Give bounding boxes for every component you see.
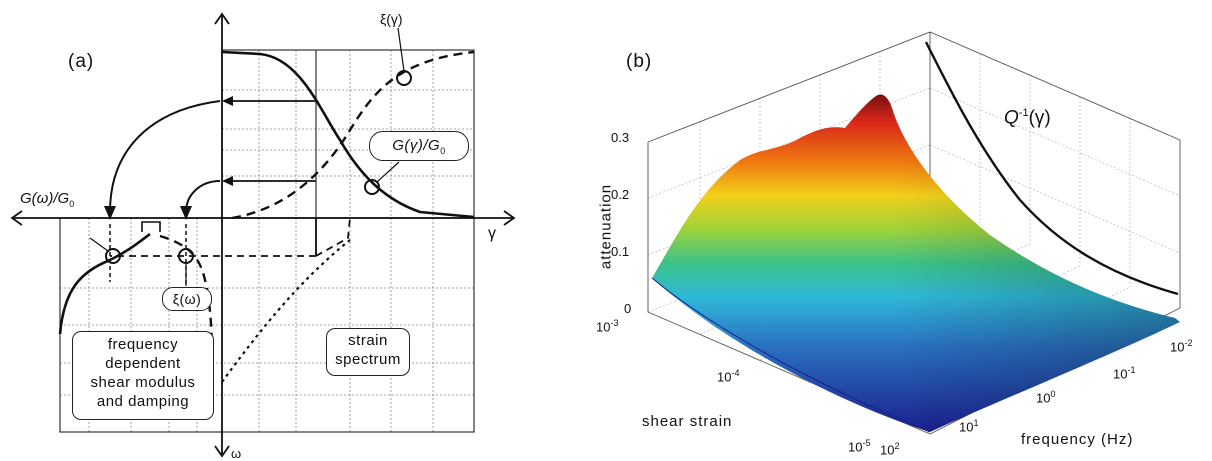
freq-box-line-2: dependent [105, 355, 181, 372]
g-omega-curve [58, 232, 151, 335]
marker-circles [105, 70, 412, 264]
freq-tick-3-exp: -1 [1127, 365, 1136, 375]
freq-tick-0-base: 10 [880, 442, 895, 458]
strain-spectrum-line-1: strain [348, 332, 388, 349]
strain-spectrum-curve [221, 239, 351, 383]
strain-tick-1: 10-4 [717, 368, 739, 384]
strain-tick-2-base: 10 [848, 439, 863, 455]
panel-b-label: (b) [626, 51, 653, 72]
freq-tick-3: 10-1 [1113, 365, 1135, 381]
freq-tick-2-exp: 0 [1050, 389, 1056, 399]
q-label-arg: (γ) [1028, 107, 1051, 129]
freq-tick-4: 10-2 [1170, 338, 1192, 354]
strain-tick-1-exp: -4 [731, 368, 740, 378]
g-gamma-label-text: G(γ)/G [392, 137, 441, 154]
g-gamma-curve [221, 50, 475, 219]
strain-spectrum-box: strain spectrum [326, 328, 410, 376]
z-tick-3: 0.3 [611, 130, 630, 145]
strain-tick-2-exp: -5 [862, 438, 871, 448]
freq-tick-0: 102 [880, 441, 899, 457]
frequency-axis-label: frequency (Hz) [1021, 431, 1134, 448]
q-inverse-curve [924, 41, 1179, 296]
q-label-main: Q [1004, 107, 1019, 129]
g-omega-label-text: G(ω)/G [20, 190, 70, 207]
g-gamma-subscript: 0 [440, 146, 446, 156]
q-inverse-label: Q-1(γ) [1004, 107, 1051, 129]
freq-box-line-4: and damping [96, 393, 190, 410]
frequency-dependent-box: frequency dependent shear modulus and da… [72, 331, 214, 420]
freq-box-line-3: shear modulus [90, 374, 196, 391]
xi-gamma-curve [231, 50, 475, 220]
xi-omega-box: ξ(ω) [162, 287, 212, 311]
pulse-marker [141, 221, 161, 232]
axis-gamma-label: γ [488, 225, 496, 242]
strain-spectrum-line-2: spectrum [335, 351, 401, 368]
panel-a-label: (a) [68, 51, 95, 72]
freq-tick-1: 101 [959, 418, 978, 434]
strain-tick-0: 10-3 [596, 318, 618, 334]
panel-a-diagram [10, 12, 516, 458]
strain-tick-0-base: 10 [596, 319, 611, 335]
panel-b-surface-plot [647, 31, 1181, 435]
z-tick-2: 0.2 [611, 187, 630, 202]
strain-tick-0-exp: -3 [610, 318, 619, 328]
g-gamma-label-box: G(γ)/G0 [369, 131, 469, 161]
freq-tick-1-base: 10 [959, 419, 974, 435]
axis-omega-label: ω [231, 446, 242, 461]
z-tick-1: 0.1 [611, 244, 630, 259]
strain-tick-2: 10-5 [848, 438, 870, 454]
freq-tick-4-exp: -2 [1184, 338, 1193, 348]
freq-tick-0-exp: 2 [894, 441, 900, 451]
g-omega-subscript: 0 [69, 199, 75, 209]
freq-tick-3-base: 10 [1113, 366, 1128, 382]
freq-tick-4-base: 10 [1170, 339, 1185, 355]
g-omega-label: G(ω)/G0 [20, 190, 74, 209]
xi-gamma-label: ξ(γ) [380, 11, 403, 27]
axes [10, 12, 516, 458]
shear-strain-axis-label: shear strain [642, 413, 733, 430]
xi-omega-curve [159, 234, 214, 357]
freq-tick-2: 100 [1036, 389, 1055, 405]
z-tick-0: 0 [624, 301, 632, 316]
transfer-arrow-upper [109, 100, 221, 213]
freq-tick-1-exp: 1 [973, 418, 979, 428]
q-label-sup: -1 [1018, 107, 1029, 119]
freq-tick-2-base: 10 [1036, 390, 1051, 406]
strain-tick-1-base: 10 [717, 369, 732, 385]
freq-box-line-1: frequency [107, 336, 179, 353]
